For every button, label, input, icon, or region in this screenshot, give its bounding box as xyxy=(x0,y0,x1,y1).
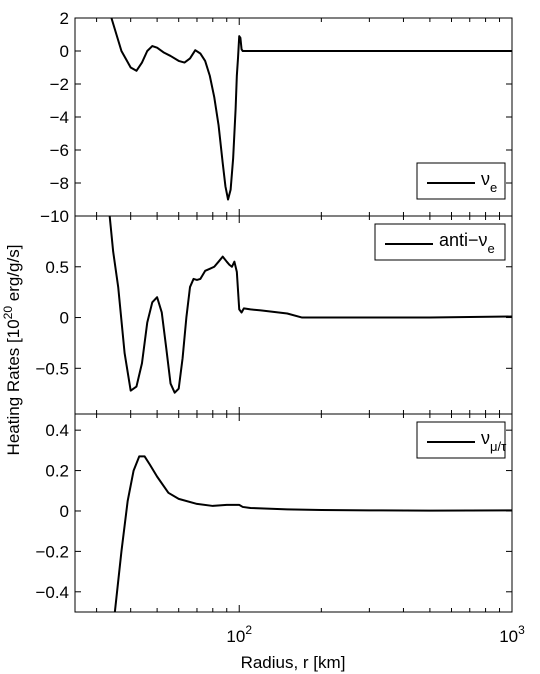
y-tick-label: −2 xyxy=(50,75,69,94)
legend-symbol: ν xyxy=(479,230,488,250)
y-axis-label-main: Heating Rates [10 xyxy=(4,319,23,455)
y-axis-label-exponent: 20 xyxy=(1,306,15,320)
y-tick-label: 2 xyxy=(60,9,69,28)
y-tick-label: −10 xyxy=(40,207,69,226)
x-tick-label: 102 xyxy=(226,623,252,646)
x-tick-exponent: 3 xyxy=(518,623,525,637)
legend-nu-mu-tau: νμ/τ xyxy=(416,421,507,459)
y-tick-label: 0.4 xyxy=(45,421,69,440)
legend-label: νe xyxy=(481,169,497,195)
legend-symbol: ν xyxy=(481,428,490,448)
panel-frame xyxy=(74,413,513,613)
x-tick-label: 103 xyxy=(499,623,525,646)
y-tick-label: 0.5 xyxy=(45,258,69,277)
legend-label: νμ/τ xyxy=(481,428,507,454)
y-tick-label: −8 xyxy=(50,174,69,193)
x-tick-base: 10 xyxy=(226,627,245,646)
legend-label: anti−νe xyxy=(439,230,495,256)
panel-nu-e: 2 0 −2 −4 −6 −8 −10 νe xyxy=(40,9,513,226)
legend-box xyxy=(416,421,506,459)
y-tick-label: −0.5 xyxy=(35,359,69,378)
series-line-nu-mu-tau xyxy=(113,455,512,612)
legend-subscript: e xyxy=(488,241,495,256)
y-tick-label: 0 xyxy=(60,309,69,328)
y-tick-label: −4 xyxy=(50,108,69,127)
y-tick-label: 0 xyxy=(60,42,69,61)
legend-symbol: ν xyxy=(481,169,490,189)
panel-anti-nu-e: 0.5 0 −0.5 anti−νe xyxy=(35,215,513,415)
panel-nu-mu-tau: 0.4 0.2 0 −0.2 −0.4 νμ/τ xyxy=(35,413,513,613)
series-line-nu-e xyxy=(110,18,512,201)
y-tick-label: 0.2 xyxy=(45,462,69,481)
y-tick-label: −6 xyxy=(50,141,69,160)
y-axis-label-rest: erg/g/s] xyxy=(4,245,23,306)
y-tick-label: −0.4 xyxy=(35,583,69,602)
legend-anti-nu-e: anti−νe xyxy=(374,223,506,261)
x-tick-base: 10 xyxy=(499,627,518,646)
x-tick-exponent: 2 xyxy=(245,623,252,637)
y-tick-label: 0 xyxy=(60,502,69,521)
x-axis-label: Radius, r [km] xyxy=(241,653,346,672)
y-axis-label: Heating Rates [1020 erg/g/s] xyxy=(1,245,23,456)
legend-box xyxy=(374,223,506,261)
legend-box xyxy=(416,162,506,200)
y-tick-label: −0.2 xyxy=(35,542,69,561)
legend-nu-e: νe xyxy=(416,162,506,200)
legend-prefix: anti− xyxy=(439,230,479,250)
legend-subscript: e xyxy=(490,180,497,195)
series-line-anti-nu-e xyxy=(108,216,512,394)
legend-subscript: μ/τ xyxy=(490,439,507,454)
panels-layer: 20−2−4−6−8−10νe0.50−0.5anti−νe0.40.20−0.… xyxy=(35,9,525,646)
